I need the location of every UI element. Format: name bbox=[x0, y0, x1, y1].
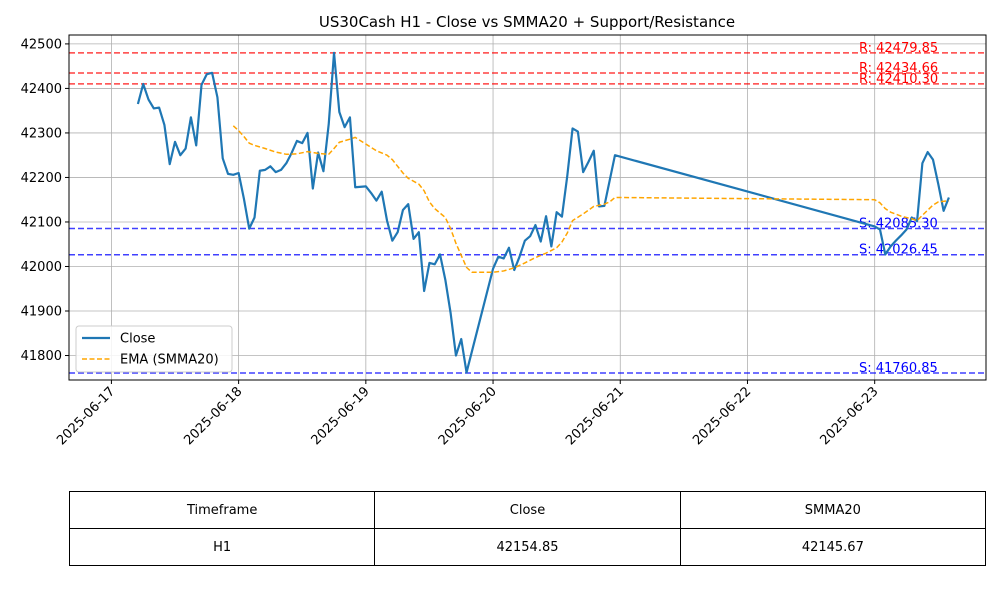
x-tick-label: 2025-06-17 bbox=[54, 384, 118, 448]
series-line-smma20 bbox=[232, 125, 949, 274]
grid bbox=[69, 35, 986, 380]
table-header-cell: Timeframe bbox=[68, 491, 376, 529]
x-tick-label: 2025-06-18 bbox=[181, 384, 245, 448]
y-tick-label: 42300 bbox=[21, 126, 62, 141]
chart-title: US30Cash H1 - Close vs SMMA20 + Support/… bbox=[319, 13, 735, 31]
support-label: S: 41760.85 bbox=[859, 361, 938, 376]
y-tick-label: 41800 bbox=[21, 349, 62, 364]
x-tick-label: 2025-06-22 bbox=[690, 384, 754, 448]
table-cell: 42154.85 bbox=[374, 528, 681, 566]
support-label: S: 42085.30 bbox=[859, 217, 938, 232]
y-tick-label: 42200 bbox=[21, 171, 62, 186]
table-header-row: Timeframe Close SMMA20 bbox=[68, 491, 987, 529]
resistance-label: R: 42410.30 bbox=[859, 72, 938, 87]
table-header-cell: SMMA20 bbox=[679, 491, 987, 529]
support-label: S: 42026.45 bbox=[859, 243, 938, 258]
resistance-label: R: 42434.66 bbox=[859, 61, 938, 76]
table-cell: H1 bbox=[68, 528, 376, 566]
legend-label: Close bbox=[120, 332, 155, 347]
table-cell: 42145.67 bbox=[679, 528, 987, 566]
y-tick-label: 42400 bbox=[21, 82, 62, 97]
x-tick-label: 2025-06-19 bbox=[309, 384, 373, 448]
y-tick-label: 42100 bbox=[21, 215, 62, 230]
x-tick-label: 2025-06-20 bbox=[436, 384, 500, 448]
summary-table: Timeframe Close SMMA20 H1 42154.85 42145… bbox=[68, 491, 987, 566]
legend-box bbox=[75, 325, 233, 373]
series-lines bbox=[136, 51, 950, 374]
legend: Close EMA (SMMA20) bbox=[75, 325, 233, 373]
legend-label: EMA (SMMA20) bbox=[120, 353, 219, 368]
table-row: H1 42154.85 42145.67 bbox=[68, 528, 987, 566]
y-tick-label: 42000 bbox=[21, 260, 62, 275]
y-tick-label: 42500 bbox=[21, 37, 62, 52]
plot-frame bbox=[68, 34, 987, 381]
y-tick-label: 41900 bbox=[21, 305, 62, 320]
x-tick-label: 2025-06-21 bbox=[563, 384, 627, 448]
table-header-cell: Close bbox=[374, 491, 681, 529]
resistance-label: R: 42479.85 bbox=[859, 41, 938, 56]
axes: 2025-06-17 2025-06-18 2025-06-19 2025-06-20… bbox=[21, 37, 882, 448]
x-tick-label: 2025-06-23 bbox=[817, 384, 881, 448]
series-line-close bbox=[136, 51, 950, 374]
